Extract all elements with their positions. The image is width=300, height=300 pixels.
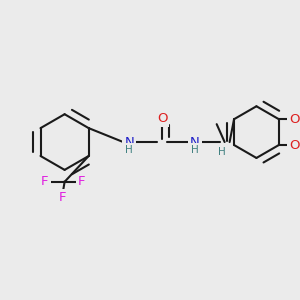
- Text: H: H: [191, 145, 199, 155]
- Text: O: O: [157, 112, 167, 125]
- Text: N: N: [124, 136, 134, 148]
- Text: N: N: [190, 136, 200, 148]
- Text: O: O: [290, 139, 300, 152]
- Text: F: F: [78, 175, 85, 188]
- Text: O: O: [290, 113, 300, 126]
- Text: F: F: [41, 175, 49, 188]
- Text: H: H: [125, 145, 133, 155]
- Text: F: F: [59, 191, 66, 204]
- Text: H: H: [218, 147, 226, 157]
